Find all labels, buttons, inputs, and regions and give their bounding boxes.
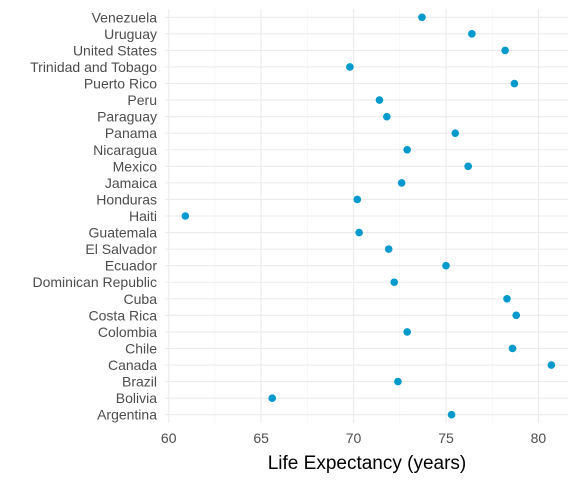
x-tick-label: 70 [346, 430, 362, 446]
y-axis-labels: ArgentinaBoliviaBrazilCanadaChileColombi… [30, 9, 157, 422]
y-tick-label: Panama [105, 125, 157, 141]
y-tick-label: Cuba [124, 291, 158, 307]
y-tick-label: Uruguay [104, 26, 157, 42]
x-axis-labels: 60 65 70 75 80 [161, 430, 547, 446]
data-point [181, 212, 190, 220]
y-tick-label: Argentina [97, 407, 157, 423]
y-tick-label: Paraguay [97, 109, 157, 125]
data-point [268, 394, 277, 402]
y-tick-label: Chile [125, 340, 157, 356]
y-tick-label: Peru [127, 92, 157, 108]
data-point [397, 179, 406, 187]
data-points [181, 13, 556, 419]
data-point [468, 30, 476, 38]
y-tick-label: United States [73, 42, 157, 58]
data-point [464, 162, 472, 171]
data-point [547, 361, 556, 369]
data-point [451, 129, 460, 137]
data-point [442, 261, 450, 270]
data-point [375, 96, 384, 104]
y-tick-label: Puerto Rico [84, 76, 157, 92]
y-tick-label: Bolivia [116, 390, 157, 406]
y-tick-label: Dominican Republic [32, 274, 157, 290]
data-point [355, 228, 363, 237]
y-tick-label: Brazil [122, 374, 157, 390]
data-point [403, 145, 411, 154]
x-tick-label: 80 [531, 430, 547, 446]
y-tick-label: Honduras [96, 191, 157, 207]
x-tick-label: 60 [161, 430, 177, 446]
data-point [353, 195, 362, 204]
y-tick-label: Colombia [98, 324, 157, 340]
data-point [383, 112, 391, 121]
data-point [512, 311, 521, 320]
grid-lines [165, 9, 568, 423]
y-tick-label: Jamaica [105, 175, 157, 191]
x-axis-title: Life Expectancy (years) [268, 453, 467, 474]
data-point [447, 410, 456, 419]
x-tick-label: 75 [438, 430, 454, 446]
y-tick-label: Ecuador [105, 258, 157, 274]
y-tick-label: Costa Rica [89, 307, 158, 323]
y-tick-label: Mexico [113, 158, 158, 174]
data-point [384, 245, 393, 253]
data-point [394, 377, 402, 386]
data-point [501, 46, 509, 55]
x-tick-label: 65 [253, 430, 269, 446]
y-tick-label: Nicaragua [93, 142, 157, 158]
y-tick-label: Haiti [129, 208, 157, 224]
data-point [390, 278, 399, 287]
y-tick-label: Canada [108, 357, 157, 373]
data-point [403, 328, 411, 336]
data-point [503, 295, 511, 303]
data-point [510, 79, 519, 88]
y-tick-label: El Salvador [85, 241, 157, 257]
data-point [508, 344, 517, 353]
y-tick-label: Trinidad and Tobago [30, 59, 157, 75]
y-tick-label: Venezuela [92, 9, 158, 25]
data-point [418, 13, 426, 22]
y-tick-label: Guatemala [89, 225, 158, 241]
data-point [346, 63, 354, 71]
